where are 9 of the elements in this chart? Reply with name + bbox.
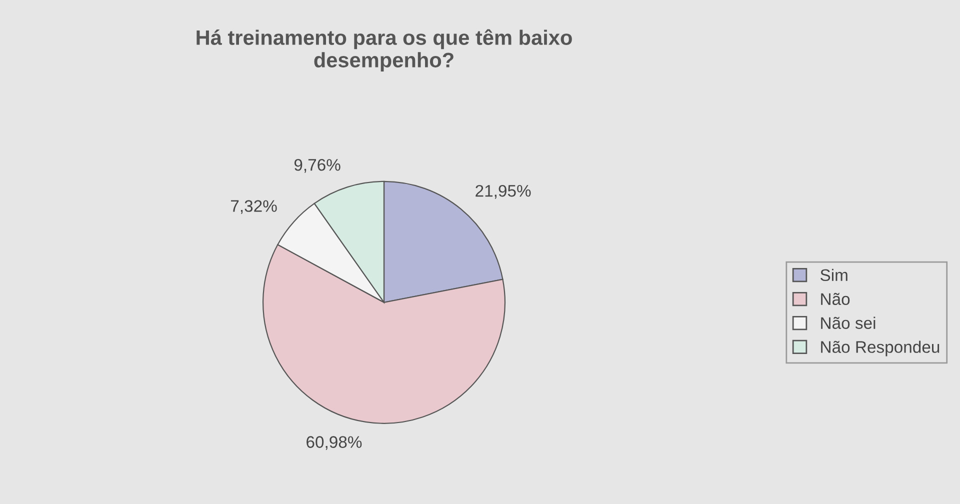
data-label: 9,76% [294,158,340,173]
chart-title: Há treinamento para os que têm baixo desempenho? [196,29,572,72]
legend-label: Não [821,292,850,306]
data-label: 60,98% [306,436,362,450]
data-label: 21,95% [476,184,531,199]
legend-label: Sim [820,268,848,282]
data-label: 7,32% [231,200,277,214]
legend-label: Não sei [821,316,876,329]
legend-label: Não Respondeu [821,340,940,356]
